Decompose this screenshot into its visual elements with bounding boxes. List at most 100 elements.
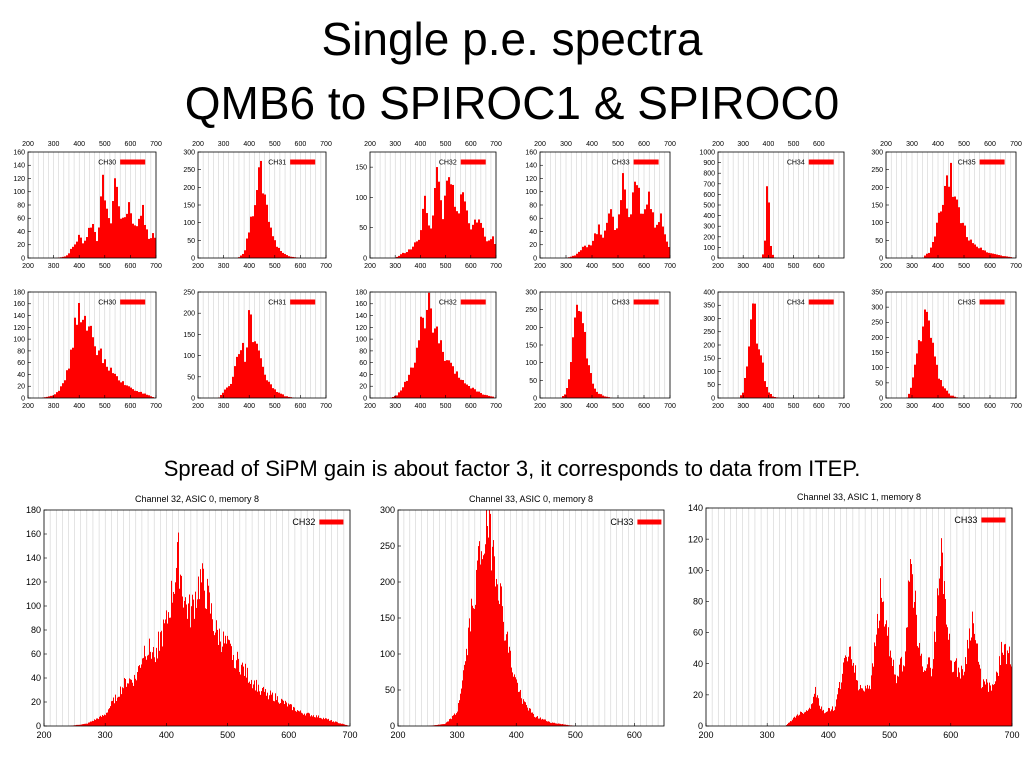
histogram-bar [310,716,311,726]
histogram-bar [298,710,299,726]
histogram-bar [883,601,884,726]
y-tick-label: 60 [693,628,703,638]
legend-swatch [460,299,486,305]
histogram-bar [871,675,872,726]
plot-frame [397,509,665,727]
x-tick-label: 300 [48,263,60,270]
y-tick-label: 0 [711,255,715,262]
histogram-bar [484,236,486,258]
histogram-bar [443,724,444,726]
x-tick-label: 600 [125,263,137,270]
histogram-bar [314,717,315,726]
y-tick-label: 100 [183,353,195,360]
histogram-bar [260,694,261,726]
x-tick-label: 200 [534,263,546,270]
histogram-bars [68,532,350,726]
histogram-bar [450,718,451,726]
histogram-bar [517,682,518,726]
histogram-bar [538,718,539,726]
y-tick-label: 40 [17,372,25,379]
histogram-bar [834,710,835,726]
x-tick-label: 400 [159,730,174,740]
y-tick-label: 0 [533,255,537,262]
histogram-bar [262,366,264,398]
histogram-bar [80,724,81,726]
histogram-bar [252,216,254,258]
histogram-bar [424,328,426,398]
histogram-bar [832,706,833,726]
histogram-bar [131,679,132,726]
histogram-bar [495,586,496,726]
histogram-bar [744,377,746,398]
histogram-bar [240,674,241,726]
histogram-bar [299,711,300,726]
histogram-bar [295,710,296,726]
histogram-bar [450,362,452,398]
histogram-bar [810,708,811,726]
histogram-bar [56,392,58,398]
histogram-bar [789,722,790,726]
x-top-tick-label: 200 [534,141,546,148]
histogram-bar [985,684,986,726]
x-top-tick-label: 500 [788,141,800,148]
histogram-bar [606,222,608,258]
histogram-bar [72,246,74,258]
histogram-bar [454,373,456,398]
histogram-bar [984,250,986,258]
histogram-bar [284,254,286,258]
y-tick-label: 100 [703,245,715,252]
histogram-bar [624,189,626,258]
histogram-bar [978,661,979,726]
histogram-bar [833,710,834,726]
histogram-bar [155,662,156,726]
histogram-bar [910,559,911,726]
y-tick-label: 180 [355,289,367,296]
histogram-bar [497,584,498,726]
histogram-bar [414,242,416,258]
histogram-bar [870,689,871,726]
histogram-bar [793,717,794,726]
histogram-bar [312,716,313,726]
histogram-bar [322,719,323,726]
histogram-bar [614,230,616,258]
histogram-bar [140,215,142,258]
histogram-bar [809,707,810,726]
histogram-bar [246,677,247,726]
histogram-bar [849,646,850,726]
histogram-bar [109,708,110,726]
histogram-bar [940,566,941,726]
y-tick-label: 40 [17,229,25,236]
plot-frame [885,291,1017,399]
histogram-bar [831,709,832,726]
histogram-bar [410,249,412,258]
histogram-bar [944,581,945,726]
histogram-bar [914,601,915,726]
y-tick-label: 250 [703,329,715,336]
histogram-bar [270,227,272,258]
histogram-bar [914,364,916,398]
histogram-bar [465,661,466,726]
histogram-bar [124,217,126,258]
histogram-bar [942,204,944,258]
histogram-bar [480,222,482,258]
y-tick-label: 50 [359,225,367,232]
histogram-bar [820,708,821,726]
histogram-bar [938,378,940,398]
histogram-bar [525,702,526,726]
histogram-bar [922,666,923,726]
histogram-bar [286,702,287,726]
histogram-bar [94,346,96,398]
histogram-bars [396,167,496,258]
histogram-bar [478,391,480,398]
histogram-bar [548,721,549,726]
histogram-bar [476,391,478,398]
histogram-bar [115,694,116,726]
histogram-bar [338,723,339,726]
histogram-bar [149,638,150,726]
y-tick-label: 200 [871,335,883,342]
histogram-bar [219,628,220,726]
y-tick-label: 50 [385,685,395,695]
histogram-bar [979,664,980,726]
histogram-bar [927,664,928,726]
